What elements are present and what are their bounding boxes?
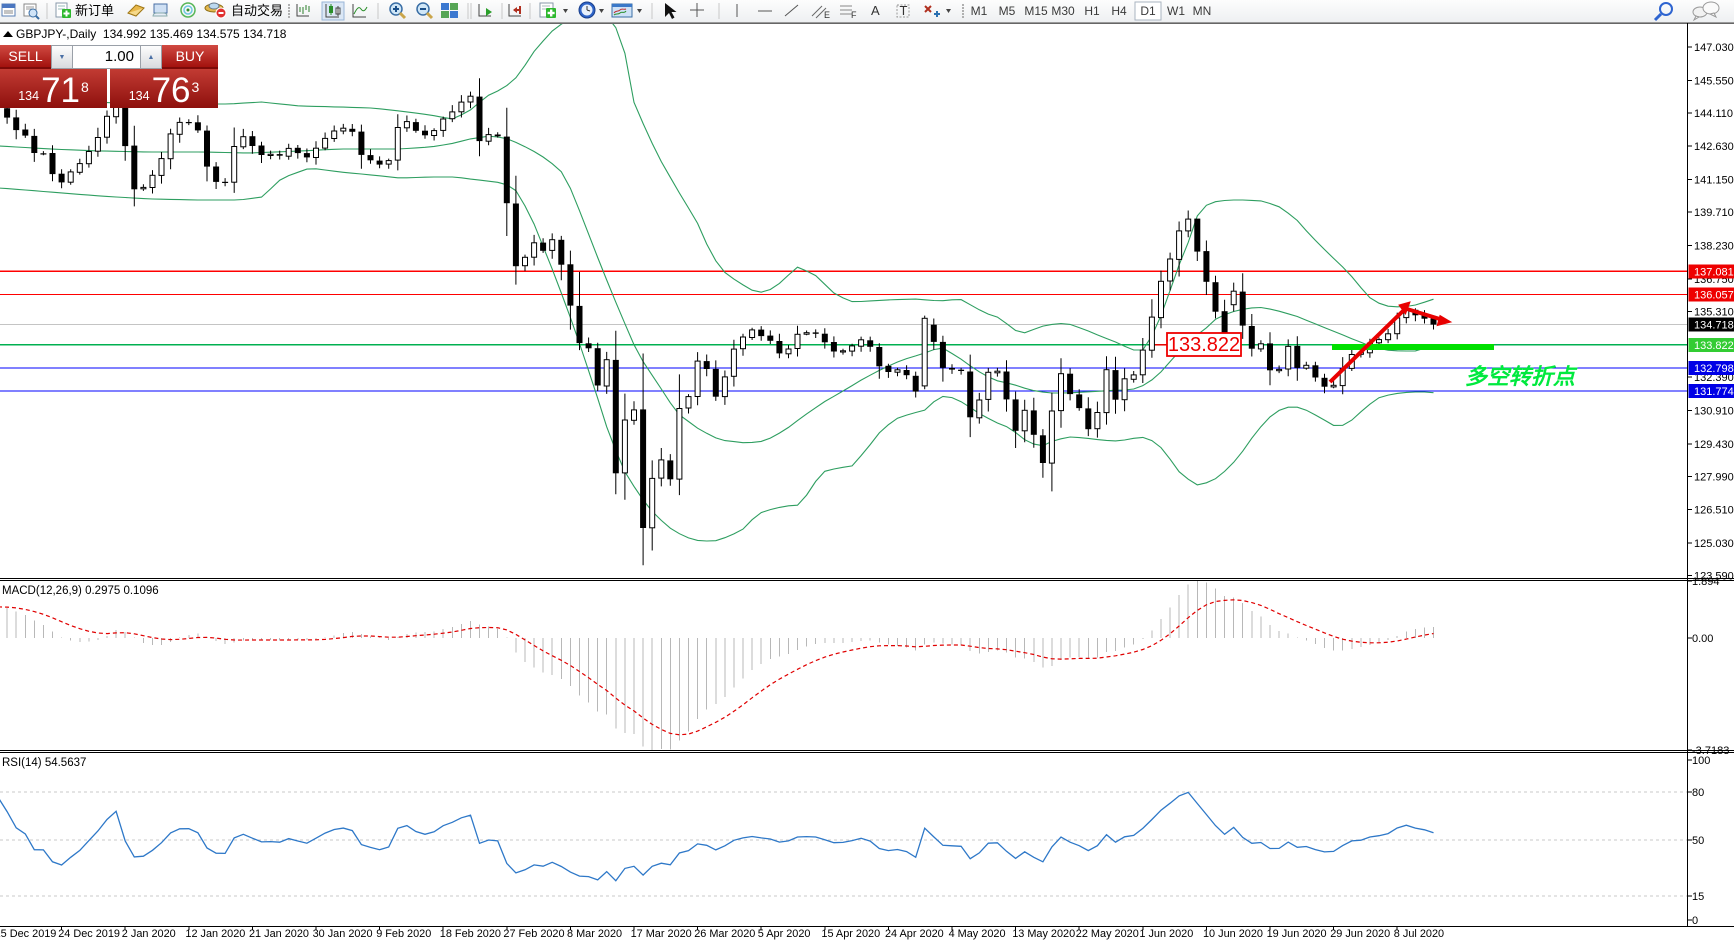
svg-text:F: F [851,10,857,20]
svg-text:133.822: 133.822 [1168,334,1240,356]
svg-text:0: 0 [1692,915,1698,927]
svg-text:A: A [871,3,880,18]
svg-text:D1: D1 [1140,4,1156,18]
svg-text:H1: H1 [1084,4,1100,18]
svg-text:GBPJPY-,Daily 134.992 135.469: GBPJPY-,Daily 134.992 135.469 134.575 13… [16,27,287,41]
svg-text:M30: M30 [1051,4,1075,18]
svg-text:8 Mar 2020: 8 Mar 2020 [567,928,622,940]
svg-text:136.057: 136.057 [1694,289,1734,301]
svg-text:MACD(12,26,9) 0.2975 0.1096: MACD(12,26,9) 0.2975 0.1096 [2,585,159,597]
svg-text:29 Jun 2020: 29 Jun 2020 [1330,928,1390,940]
svg-text:22 May 2020: 22 May 2020 [1076,928,1139,940]
svg-text:E: E [824,10,830,20]
svg-text:27 Feb 2020: 27 Feb 2020 [503,928,564,940]
svg-text:15: 15 [1692,891,1704,903]
svg-text:80: 80 [1692,787,1704,799]
svg-text:新订单: 新订单 [75,3,114,18]
svg-text:1 Jun 2020: 1 Jun 2020 [1139,928,1193,940]
svg-text:30 Jan 2020: 30 Jan 2020 [313,928,373,940]
svg-text:130.910: 130.910 [1694,406,1734,418]
svg-text:15 Apr 2020: 15 Apr 2020 [821,928,880,940]
svg-text:126.510: 126.510 [1694,505,1734,517]
svg-text:多空转折点: 多空转折点 [1465,364,1578,389]
svg-text:T: T [900,3,908,18]
svg-text:12 Jan 2020: 12 Jan 2020 [185,928,245,940]
svg-text:9 Feb 2020: 9 Feb 2020 [376,928,431,940]
svg-text:141.150: 141.150 [1694,175,1734,187]
svg-text:139.710: 139.710 [1694,207,1734,219]
svg-text:H4: H4 [1111,4,1127,18]
svg-text:RSI(14) 54.5637: RSI(14) 54.5637 [2,757,86,769]
svg-text:13 May 2020: 13 May 2020 [1012,928,1075,940]
svg-text:123.590: 123.590 [1694,571,1734,583]
svg-text:135.310: 135.310 [1694,306,1734,318]
svg-text:125.030: 125.030 [1694,538,1734,550]
svg-text:144.110: 144.110 [1694,108,1733,120]
svg-text:19 Jun 2020: 19 Jun 2020 [1267,928,1327,940]
svg-text:MN: MN [1193,4,1212,18]
svg-text:自动交易: 自动交易 [231,3,283,18]
svg-text:133.822: 133.822 [1694,340,1734,352]
svg-text:0.00: 0.00 [1692,633,1713,645]
svg-text:M15: M15 [1024,4,1048,18]
svg-text:131.774: 131.774 [1694,386,1734,398]
svg-text:15 Dec 2019: 15 Dec 2019 [0,928,56,940]
svg-text:26 Mar 2020: 26 Mar 2020 [694,928,755,940]
svg-text:4 May 2020: 4 May 2020 [949,928,1006,940]
svg-text:5 Apr 2020: 5 Apr 2020 [758,928,811,940]
svg-text:M5: M5 [999,4,1016,18]
svg-text:21 Jan 2020: 21 Jan 2020 [249,928,309,940]
svg-text:129.430: 129.430 [1694,439,1734,451]
svg-text:8 Jul 2020: 8 Jul 2020 [1394,928,1444,940]
svg-text:2 Jan 2020: 2 Jan 2020 [122,928,176,940]
svg-text:M1: M1 [971,4,988,18]
svg-text:-3.7183: -3.7183 [1692,745,1729,757]
svg-text:147.030: 147.030 [1694,42,1734,54]
svg-text:1.894: 1.894 [1692,576,1720,588]
svg-text:17 Mar 2020: 17 Mar 2020 [631,928,692,940]
svg-text:10 Jun 2020: 10 Jun 2020 [1203,928,1263,940]
svg-text:W1: W1 [1167,4,1185,18]
svg-text:100: 100 [1692,755,1710,767]
svg-text:132.390: 132.390 [1694,372,1734,384]
svg-text:145.550: 145.550 [1694,75,1734,87]
svg-text:50: 50 [1692,835,1704,847]
svg-text:134.718: 134.718 [1694,320,1734,332]
svg-text:138.230: 138.230 [1694,240,1734,252]
svg-text:18 Feb 2020: 18 Feb 2020 [440,928,501,940]
svg-text:24 Apr 2020: 24 Apr 2020 [885,928,944,940]
svg-text:127.990: 127.990 [1694,471,1734,483]
svg-text:132.798: 132.798 [1694,363,1734,375]
svg-text:142.630: 142.630 [1694,141,1734,153]
svg-text:137.081: 137.081 [1694,266,1734,278]
svg-text:24 Dec 2019: 24 Dec 2019 [58,928,120,940]
